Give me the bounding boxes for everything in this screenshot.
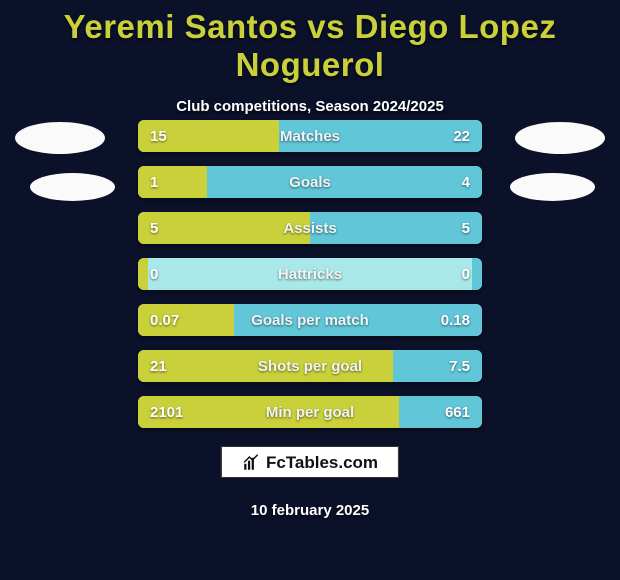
stat-row: Goals per match0.070.18 [138,304,482,336]
stat-row: Min per goal2101661 [138,396,482,428]
player2-avatar [515,122,605,154]
left-value: 0 [138,258,170,290]
left-value: 1 [138,166,170,198]
left-value: 5 [138,212,170,244]
stat-row: Hattricks0 0 [138,258,482,290]
stat-row: Shots per goal21 7.5 [138,350,482,382]
right-value: 661 [433,396,482,428]
stat-label: Shots per goal [138,350,482,382]
stat-row: Assists5 5 [138,212,482,244]
player2-club-avatar [510,173,595,201]
right-value: 0 [450,258,482,290]
right-value: 22 [441,120,482,152]
player1-club-avatar [30,173,115,201]
source-badge-text: FcTables.com [266,453,378,473]
stat-row: Matches15 22 [138,120,482,152]
stat-row: Goals1 4 [138,166,482,198]
left-value: 15 [138,120,179,152]
right-value: 4 [450,166,482,198]
player1-avatar [15,122,105,154]
right-value: 5 [450,212,482,244]
chart-icon [242,454,260,472]
comparison-bars: Matches15 22 Goals1 4 Assists5 5 Hattricks0 0 Go… [138,120,482,442]
stat-label: Goals [138,166,482,198]
stat-label: Matches [138,120,482,152]
left-value: 0.07 [138,304,191,336]
subtitle: Club competitions, Season 2024/2025 [0,98,620,115]
date-label: 10 february 2025 [0,502,620,519]
source-badge: FcTables.com [221,446,399,478]
right-value: 7.5 [437,350,482,382]
stat-label: Hattricks [138,258,482,290]
left-value: 2101 [138,396,195,428]
left-value: 21 [138,350,179,382]
stat-label: Assists [138,212,482,244]
right-value: 0.18 [429,304,482,336]
page-title: Yeremi Santos vs Diego Lopez Noguerol [0,0,620,84]
